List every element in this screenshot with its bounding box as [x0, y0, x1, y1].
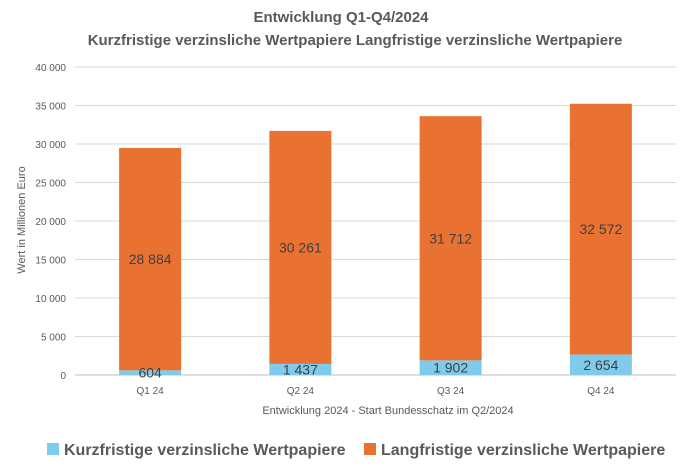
legend-label: Langfristige verzinsliche Wertpapiere: [381, 442, 665, 459]
legend-swatch: [364, 443, 376, 455]
x-tick-label: Q1 24: [137, 386, 165, 397]
x-axis-ticks: Q1 24 Q2 24 Q3 24 Q4 24: [137, 386, 615, 397]
y-tick-label: 0: [60, 371, 66, 382]
x-axis-title: Entwicklung 2024 - Start Bundesschatz im…: [262, 405, 513, 417]
bar-short-term: [569, 354, 632, 375]
x-tick-label: Q2 24: [287, 386, 315, 397]
y-tick-label: 15 000: [35, 256, 66, 267]
data-labels: 604 28 884 1 437 30 261 1 902 31 712 2 654 32 5…: [129, 221, 623, 381]
legend-label: Kurzfristige verzinsliche Wertpapiere: [64, 442, 346, 459]
data-label: 604: [138, 365, 162, 381]
data-label: 28 884: [129, 251, 172, 267]
data-label: 30 261: [279, 239, 322, 255]
data-label: 1 902: [433, 360, 468, 376]
y-tick-label: 30 000: [35, 140, 66, 151]
chart-title: Entwicklung Q1-Q4/2024: [253, 9, 429, 26]
chart-subtitle: Kurzfristige verzinsliche Wertpapiere La…: [88, 32, 623, 49]
y-tick-label: 40 000: [35, 63, 66, 74]
legend: Kurzfristige verzinsliche Wertpapiere Lan…: [47, 442, 665, 459]
y-tick-label: 35 000: [35, 102, 66, 113]
data-label: 1 437: [283, 361, 318, 377]
y-tick-label: 20 000: [35, 217, 66, 228]
bar-short-term: [119, 370, 182, 375]
y-axis-title: Wert in Millionen Euro: [16, 166, 28, 273]
data-label: 31 712: [429, 230, 472, 246]
y-tick-label: 5 000: [41, 333, 66, 344]
bar-long-term: [119, 147, 182, 371]
y-tick-label: 25 000: [35, 179, 66, 190]
bar-long-term: [569, 103, 632, 355]
data-label: 2 654: [583, 357, 618, 373]
bar-short-term: [269, 363, 332, 375]
bar-long-term: [269, 130, 332, 364]
x-tick-label: Q4 24: [587, 386, 615, 397]
bar-long-term: [419, 116, 482, 361]
data-label: 32 572: [579, 221, 622, 237]
bars: [119, 103, 632, 375]
legend-swatch: [47, 443, 59, 455]
y-tick-label: 10 000: [35, 294, 66, 305]
x-tick-label: Q3 24: [437, 386, 465, 397]
bar-short-term: [419, 360, 482, 375]
y-axis-ticks: 0 5 000 10 000 15 000 20 000 25 000 30 000 35 0…: [35, 63, 66, 382]
